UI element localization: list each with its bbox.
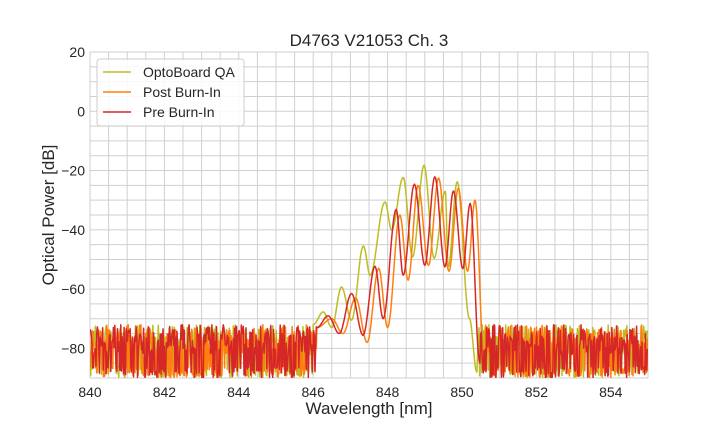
y-axis-label: Optical Power [dB]	[39, 145, 58, 286]
y-tick-label: −60	[61, 281, 85, 297]
x-tick-label: 844	[227, 384, 251, 400]
legend-box	[96, 58, 245, 127]
y-tick-label: 0	[77, 103, 85, 119]
y-tick-label: −40	[61, 222, 85, 238]
x-axis-label: Wavelength [nm]	[306, 399, 433, 418]
x-tick-label: 848	[376, 384, 400, 400]
x-tick-label: 852	[525, 384, 549, 400]
y-tick-label: −20	[61, 163, 85, 179]
legend-label-post: Post Burn-In	[143, 84, 221, 100]
series-line-pre-burn-in	[90, 176, 648, 378]
legend-label-pre: Pre Burn-In	[143, 104, 215, 120]
legend-label-optoboard: OptoBoard QA	[143, 64, 235, 80]
y-tick-label: −80	[61, 340, 85, 356]
legend: OptoBoard QA Post Burn-In Pre Burn-In	[96, 58, 245, 127]
chart-title: D4763 V21053 Ch. 3	[290, 31, 449, 50]
x-tick-label: 846	[302, 384, 326, 400]
series-lines	[90, 164, 648, 378]
x-ticks: 840 842 844 846 848 850 852 854	[78, 384, 622, 400]
x-tick-label: 854	[599, 384, 623, 400]
x-tick-label: 842	[153, 384, 177, 400]
x-tick-label: 840	[78, 384, 102, 400]
y-tick-label: 20	[69, 44, 85, 60]
y-ticks: 20 0 −20 −40 −60 −80	[61, 44, 85, 356]
x-tick-label: 850	[450, 384, 474, 400]
